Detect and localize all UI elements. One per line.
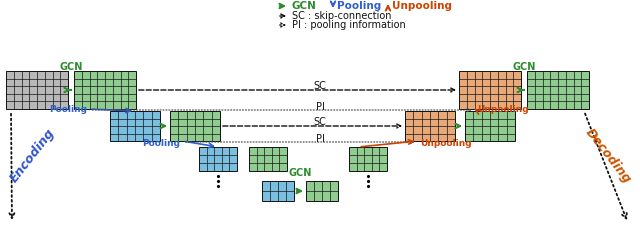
Bar xyxy=(306,181,338,201)
Text: Encoding: Encoding xyxy=(7,127,57,185)
Bar xyxy=(349,147,387,171)
Text: SC: SC xyxy=(314,81,326,91)
Text: GCN: GCN xyxy=(60,62,83,72)
Text: Unpooling: Unpooling xyxy=(392,1,452,11)
Bar xyxy=(110,111,160,141)
Bar xyxy=(199,147,237,171)
Bar xyxy=(74,71,136,109)
Text: Decoding: Decoding xyxy=(582,126,634,186)
Bar xyxy=(170,111,220,141)
Bar xyxy=(527,71,589,109)
Text: Unpooling: Unpooling xyxy=(420,139,472,149)
Text: Pooling: Pooling xyxy=(337,1,381,11)
Text: Unpooling: Unpooling xyxy=(477,105,529,114)
Text: SC: SC xyxy=(314,117,326,127)
Bar xyxy=(6,71,68,109)
Text: Pooling: Pooling xyxy=(143,139,180,149)
Bar xyxy=(249,147,287,171)
Bar xyxy=(262,181,294,201)
Text: PI: PI xyxy=(316,134,324,144)
Text: GCN: GCN xyxy=(292,1,317,11)
Text: SC : skip-connection: SC : skip-connection xyxy=(292,11,392,21)
Text: GCN: GCN xyxy=(288,168,312,178)
Text: GCN: GCN xyxy=(512,62,536,72)
Text: PI : pooling information: PI : pooling information xyxy=(292,20,406,30)
Text: PI: PI xyxy=(316,102,324,112)
Bar xyxy=(459,71,521,109)
Text: Pooling: Pooling xyxy=(49,105,88,114)
Bar xyxy=(405,111,455,141)
Bar xyxy=(465,111,515,141)
